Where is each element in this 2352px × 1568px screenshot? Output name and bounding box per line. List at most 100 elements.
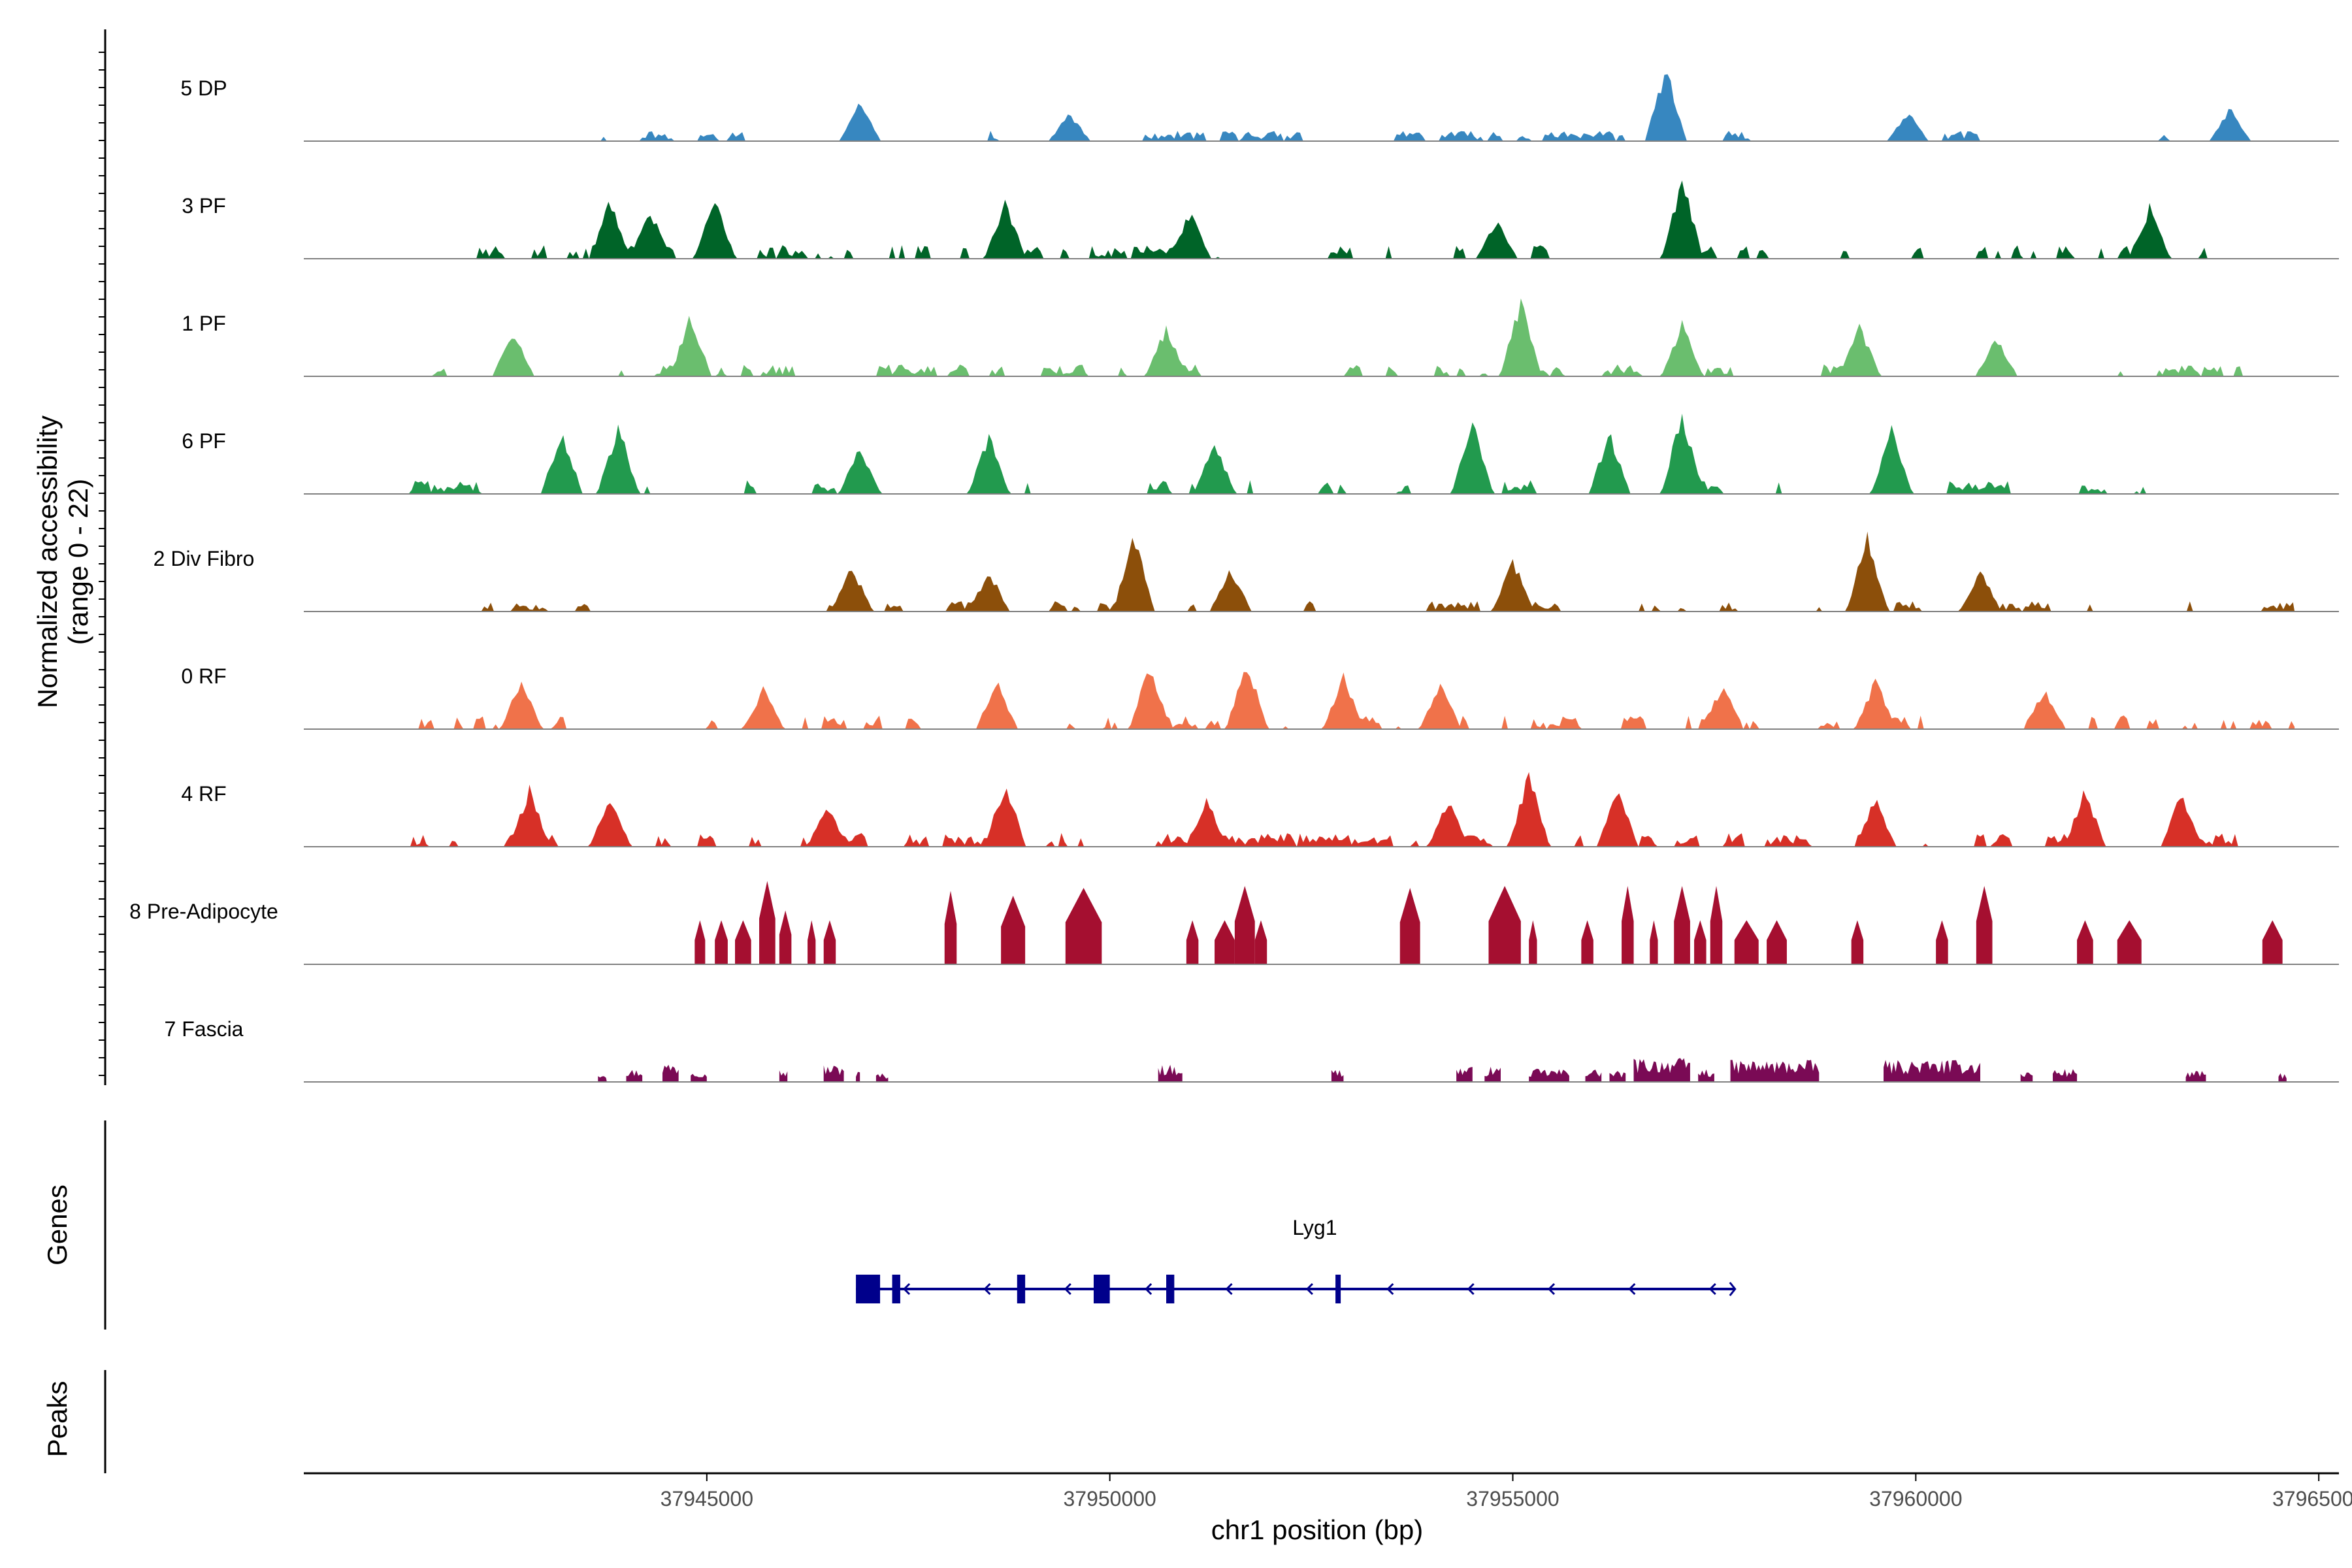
track-signal-5 [408, 672, 2295, 729]
pre-adipocyte-bar-6 [823, 920, 836, 964]
track-signal-1 [440, 180, 2295, 259]
fascia-signal-10 [1456, 1067, 1473, 1082]
pre-adipocyte-bar-2 [735, 920, 751, 964]
pre-adipocyte-bar-28 [2077, 920, 2093, 964]
track-label-3: 6 PF [182, 429, 226, 453]
strand-arrow-3 [1145, 1282, 1152, 1296]
pre-adipocyte-bar-11 [1215, 920, 1235, 964]
x-tick-label-0: 37945000 [661, 1487, 753, 1511]
gene-exon-3 [1093, 1275, 1110, 1303]
strand-arrow-8 [1547, 1282, 1556, 1296]
track-label-fascia: 7 Fascia [165, 1017, 244, 1041]
y-axis-title-line2: (range 0 - 22) [63, 479, 93, 645]
x-tick-label-1: 37950000 [1063, 1487, 1156, 1511]
fascia-signal-13 [1585, 1070, 1602, 1082]
fascia-signal-2 [662, 1064, 679, 1082]
fascia-signal-22 [2278, 1073, 2287, 1082]
fascia-signal-21 [2185, 1071, 2206, 1082]
fascia-signal-1 [626, 1070, 643, 1082]
gene-end-cap [1729, 1282, 1737, 1296]
gene-panel: Lyg1 [856, 1216, 1737, 1303]
fascia-signal-15 [1633, 1058, 1690, 1082]
strand-arrow-6 [1386, 1282, 1394, 1296]
fascia-signal-17 [1730, 1060, 1820, 1082]
pre-adipocyte-bar-23 [1734, 920, 1759, 964]
pre-adipocyte-bar-4 [779, 910, 792, 964]
fascia-signal-18 [1883, 1060, 1981, 1082]
pre-adipocyte-bar-25 [1851, 920, 1864, 964]
track-label-6: 4 RF [181, 782, 226, 806]
pre-adipocyte-bar-30 [2262, 920, 2283, 964]
pre-adipocyte-bar-22 [1710, 886, 1723, 964]
gene-exon-1 [892, 1275, 900, 1303]
x-tick-label-3: 37960000 [1869, 1487, 1962, 1511]
strand-arrow-10 [1708, 1282, 1716, 1296]
strand-arrow-1 [983, 1282, 991, 1296]
fascia-signal-5 [823, 1065, 844, 1082]
gene-exon-0 [856, 1275, 881, 1303]
pre-adipocyte-bar-21 [1694, 920, 1707, 964]
track-label-1: 3 PF [182, 194, 226, 218]
x-axis: 37945000 37950000 37955000 37960000 37965000 [304, 1472, 2352, 1511]
pre-adipocyte-bar-26 [1936, 920, 1948, 964]
pre-adipocyte-bar-5 [808, 920, 816, 964]
peaks-panel-label: Peaks [42, 1381, 73, 1458]
fascia-signal-6 [856, 1071, 860, 1082]
strand-arrow-0 [902, 1282, 911, 1296]
strand-arrow-4 [1225, 1282, 1233, 1296]
pre-adipocyte-bar-15 [1488, 886, 1521, 964]
fascia-signal-3 [691, 1073, 707, 1082]
pre-adipocyte-bar-24 [1767, 920, 1787, 964]
pre-adipocyte-bar-1 [715, 920, 728, 964]
fascia-signal-14 [1609, 1071, 1626, 1082]
left-axis [99, 29, 106, 1473]
track-label-4: 2 Div Fibro [154, 547, 255, 570]
fascia-signal-19 [2020, 1072, 2033, 1082]
track-signal-0 [529, 74, 2295, 141]
gene-exon-2 [1017, 1275, 1026, 1303]
track-signal-4 [449, 531, 2295, 612]
track-label-2: 1 PF [182, 312, 226, 335]
pre-adipocyte-bar-29 [2117, 920, 2142, 964]
pre-adipocyte-bar-0 [694, 920, 706, 964]
pre-adipocyte-bar-27 [1976, 886, 1993, 964]
strand-arrow-2 [1064, 1282, 1071, 1296]
fascia-signal-8 [1158, 1064, 1183, 1082]
pre-adipocyte-bar-20 [1674, 886, 1690, 964]
track-labels: 5 DP 3 PF 1 PF 6 PF 2 Div Fibro 0 RF 4 RF 8 Pre… [129, 76, 278, 1041]
x-tick-label-4: 37965000 [2272, 1487, 2352, 1511]
track-signal-6 [400, 772, 2295, 847]
pre-adipocyte-bar-16 [1529, 920, 1537, 964]
track-signal-2 [425, 298, 2287, 376]
fascia-signal-12 [1529, 1068, 1569, 1082]
fascia-signal-16 [1698, 1069, 1714, 1082]
track-label-0: 5 DP [180, 76, 227, 100]
gene-name-label: Lyg1 [1292, 1216, 1337, 1239]
pre-adipocyte-bar-12 [1234, 886, 1255, 964]
y-axis-title-line1: Normalized accessibility [32, 416, 63, 708]
genes-panel-label: Genes [42, 1184, 73, 1266]
pre-adipocyte-bar-3 [759, 881, 776, 964]
fascia-signal-7 [875, 1073, 889, 1082]
pre-adipocyte-bar-13 [1254, 920, 1267, 964]
pre-adipocyte-bar-7 [944, 890, 957, 964]
gene-exon-5 [1335, 1275, 1341, 1303]
fascia-signal-0 [598, 1076, 607, 1082]
pre-adipocyte-bar-17 [1581, 920, 1593, 964]
pre-adipocyte-bar-14 [1399, 888, 1420, 964]
pre-adipocyte-bar-8 [1001, 896, 1026, 964]
strand-arrow-9 [1628, 1282, 1636, 1296]
fascia-signal-11 [1484, 1066, 1501, 1082]
fascia-signal-20 [2053, 1069, 2078, 1082]
strand-arrow-7 [1467, 1282, 1475, 1296]
gene-exon-4 [1166, 1275, 1175, 1303]
pre-adipocyte-bar-10 [1186, 920, 1199, 964]
pre-adipocyte-bar-9 [1065, 888, 1102, 964]
x-tick-label-2: 37955000 [1466, 1487, 1559, 1511]
fascia-signal-4 [779, 1070, 788, 1082]
track-label-pre-adipocyte: 8 Pre-Adipocyte [129, 900, 278, 923]
pre-adipocyte-bar-18 [1622, 886, 1634, 964]
coverage-tracks [304, 74, 2339, 1083]
track-signal-3 [392, 414, 2182, 494]
